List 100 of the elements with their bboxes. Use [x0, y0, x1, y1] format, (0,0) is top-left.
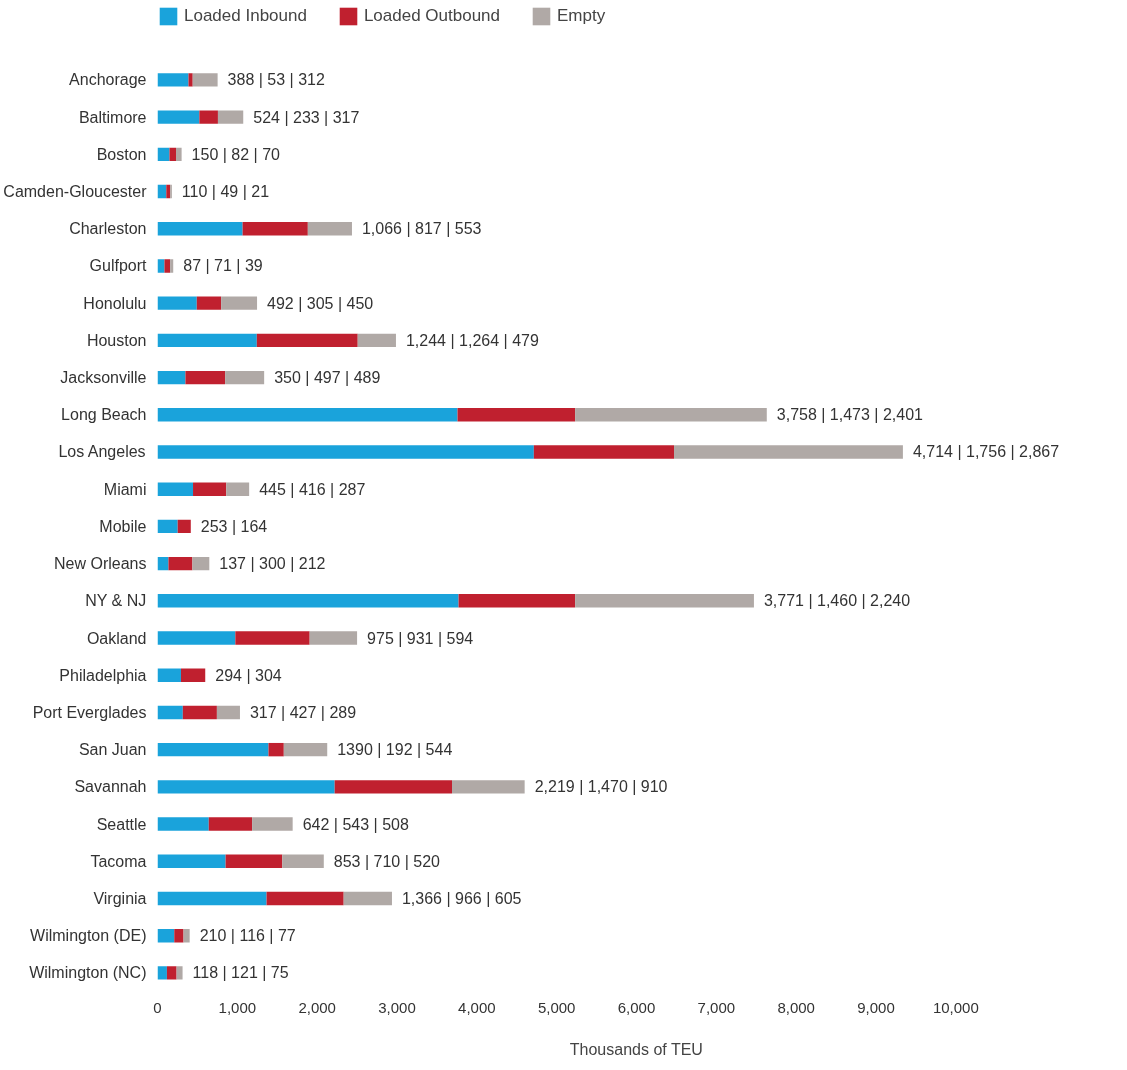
bar	[169, 147, 177, 162]
bar	[157, 222, 243, 236]
bar	[256, 333, 358, 348]
y-tick-label: Seattle	[96, 815, 147, 833]
y-tick-label: Port Everglades	[32, 703, 147, 721]
bar	[180, 668, 206, 682]
bar	[252, 817, 293, 831]
y-tick-label: Honolulu	[83, 294, 147, 312]
bar	[157, 668, 181, 682]
y-tick-label: Philadelphia	[59, 666, 147, 684]
bar	[452, 780, 525, 794]
bar	[457, 408, 576, 422]
bar	[334, 780, 453, 794]
text: 253 | 164	[200, 517, 268, 535]
bar	[282, 854, 324, 868]
bar	[268, 742, 284, 757]
data-label: 642 | 543 | 508	[302, 815, 409, 833]
bar	[575, 408, 767, 422]
bar	[157, 817, 209, 831]
bar	[357, 333, 396, 348]
bar	[157, 519, 178, 534]
bar	[235, 631, 310, 645]
bar	[266, 891, 344, 906]
bar	[188, 73, 193, 87]
y-tick-label: Los Angeles	[58, 443, 146, 461]
bar	[157, 854, 226, 868]
bar	[157, 594, 459, 608]
bar	[177, 519, 191, 534]
x-tick-label: 0	[153, 998, 162, 1016]
bar	[221, 296, 258, 310]
x-tick-label: 7,000	[697, 998, 736, 1016]
x-tick-label: 9,000	[857, 998, 895, 1016]
y-tick-label: Oakland	[86, 629, 147, 647]
data-label: 3,758 | 1,473 | 2,401	[776, 406, 924, 424]
y-tick-label: Jacksonville	[60, 369, 147, 387]
bar	[226, 482, 250, 496]
data-label: 1,066 | 817 | 553	[361, 220, 482, 238]
bar	[157, 705, 183, 720]
y-tick-label: NY & NJ	[85, 592, 147, 610]
bar	[168, 556, 193, 571]
y-tick-label: San Juan	[78, 741, 147, 759]
bar	[157, 891, 267, 906]
x-tick-label: 4,000	[458, 998, 496, 1016]
y-tick-label: Miami	[103, 480, 147, 498]
bar	[157, 966, 167, 980]
bar	[217, 110, 244, 124]
bar	[283, 742, 328, 757]
bar	[157, 445, 534, 459]
bar	[157, 928, 175, 943]
data-label: 118 | 121 | 75	[192, 964, 289, 982]
data-label: 1,366 | 966 | 605	[401, 889, 522, 907]
bar	[176, 147, 182, 162]
bar	[157, 296, 197, 310]
legend-label: Empty	[557, 6, 606, 26]
bar	[157, 110, 200, 124]
data-label: 150 | 82 | 70	[191, 145, 281, 163]
data-label: 975 | 931 | 594	[367, 629, 474, 647]
y-tick-label: Houston	[86, 331, 147, 349]
y-tick-label: Boston	[96, 145, 147, 163]
bar	[196, 296, 222, 310]
bar	[533, 445, 675, 459]
legend-label: Loaded Outbound	[363, 6, 501, 26]
bar	[157, 631, 236, 645]
bar	[182, 705, 217, 720]
bar	[185, 370, 226, 385]
x-tick-label: 6,000	[617, 998, 656, 1016]
x-tick-label: 1,000	[218, 998, 257, 1016]
data-label: 87 | 71 | 39	[183, 257, 263, 275]
legend-label: Loaded Inbound	[184, 6, 307, 26]
y-tick-label: Anchorage	[69, 71, 147, 89]
bar	[157, 73, 189, 87]
bar	[208, 817, 253, 831]
bar	[225, 370, 265, 385]
bar	[242, 222, 308, 236]
x-tick-label: 5,000	[537, 998, 576, 1016]
bar	[199, 110, 218, 124]
data-label: 445 | 416 | 287	[259, 480, 366, 498]
data-label: 4,714 | 1,756 | 2,867	[912, 443, 1060, 461]
y-tick-label: Gulfport	[89, 257, 148, 275]
y-tick-label: New Orleans	[54, 555, 147, 573]
bar	[157, 370, 186, 385]
data-label: 3,771 | 1,460 | 2,240	[763, 592, 911, 610]
data-label: 492 | 305 | 450	[267, 294, 374, 312]
x-tick-label: 10,000	[932, 998, 979, 1016]
bar	[309, 631, 358, 645]
bar	[176, 966, 183, 980]
y-tick-label: Virginia	[93, 889, 147, 907]
y-tick-label: Camden-Gloucester	[3, 183, 148, 201]
bar	[170, 259, 174, 273]
bar	[225, 854, 283, 868]
bar	[216, 705, 240, 720]
y-tick-label: Long Beach	[61, 406, 147, 424]
bar	[157, 408, 458, 422]
bar	[193, 482, 227, 496]
data-label: 210 | 116 | 77	[199, 927, 296, 945]
bar	[157, 259, 165, 273]
x-axis-title: Thousands of TEU	[569, 1040, 703, 1058]
data-label: 317 | 427 | 289	[249, 703, 357, 721]
y-tick-label: Tacoma	[90, 852, 147, 870]
y-tick-label: Baltimore	[78, 108, 147, 126]
